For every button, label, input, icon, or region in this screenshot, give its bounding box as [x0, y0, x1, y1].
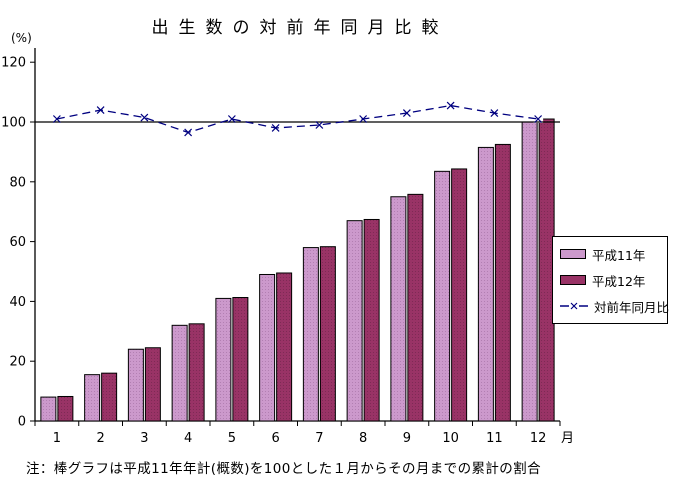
ratio-line: [56, 104, 539, 134]
x-tick-label: 4: [184, 431, 192, 446]
x-tick-label: 3: [140, 431, 148, 446]
x-marker-m5: [227, 115, 236, 123]
bar-series-平成11年: [40, 121, 538, 422]
x-marker-m1: [52, 115, 61, 123]
x-tick-label: 2: [96, 431, 104, 446]
legend-label-heisei11: 平成11年: [592, 247, 646, 263]
bar-平成11年-m12: [521, 121, 538, 422]
x-axis-ticks: 1 2 3 4 5 6 7 8 9 10 11 12: [34, 421, 561, 446]
legend-item-ratio-line: 対前年同月比: [560, 297, 669, 316]
x-marker-m7: [315, 121, 324, 129]
legend-swatch-heisei11-bar: [560, 249, 586, 259]
bar-平成11年-m6: [259, 273, 276, 422]
x-marker-m10: [446, 101, 455, 110]
bar-平成11年-m9: [390, 196, 407, 422]
legend-label-heisei12: 平成12年: [592, 273, 646, 289]
ratio-line-markers: [52, 101, 543, 137]
x-tick-label: 10: [442, 431, 459, 446]
bar-平成11年-m8: [346, 220, 363, 422]
bar-平成12年-m4: [188, 323, 205, 422]
x-tick-label: 6: [271, 431, 279, 446]
y-tick-label: 0: [18, 415, 26, 430]
x-marker-m9: [402, 109, 411, 117]
legend-swatch-ratio-line: [560, 302, 588, 310]
y-axis-unit-label: (%): [11, 31, 32, 45]
bar-平成12年-m7: [319, 246, 336, 422]
x-axis-unit-label: 月: [561, 431, 575, 446]
bar-series-平成12年: [57, 118, 555, 422]
bar-平成12年-m1: [57, 395, 74, 422]
y-tick-label: 80: [9, 175, 26, 190]
x-marker-m8: [359, 115, 368, 123]
bar-平成11年-m1: [40, 396, 57, 422]
marker-halos: [51, 101, 544, 137]
footnote: 注：棒グラフは平成11年年計(概数)を100とした１月からその月までの累計の割合: [26, 461, 541, 477]
bar-平成11年-m4: [171, 324, 188, 422]
bar-平成11年-m7: [302, 247, 319, 422]
bar-平成12年-m3: [144, 347, 161, 422]
bar-平成12年-m6: [276, 272, 293, 422]
bar-平成11年-m10: [434, 170, 451, 422]
bar-平成12年-m11: [494, 143, 511, 422]
bar-平成11年-m5: [215, 297, 232, 422]
x-marker-m2: [96, 106, 105, 114]
x-tick-label: 11: [486, 431, 503, 446]
y-tick-label: 40: [9, 295, 26, 310]
y-tick-label: 20: [9, 355, 26, 370]
chart-legend: 平成11年 平成12年 対前年同月比: [552, 236, 669, 324]
bar-平成11年-m11: [477, 146, 494, 422]
x-marker-m12: [534, 115, 543, 123]
chart-title: 出生数の対前年同月比較: [151, 18, 449, 38]
bar-平成12年-m8: [363, 218, 380, 422]
y-tick-label: 120: [1, 56, 26, 71]
x-tick-label: 8: [359, 431, 367, 446]
y-axis-ticks: 0 20 40 60 80 100 120: [1, 56, 35, 430]
bar-平成12年-m5: [232, 297, 249, 422]
x-marker-m3: [140, 113, 149, 122]
x-marker-m6: [271, 124, 280, 132]
bar-平成12年-m10: [451, 168, 468, 422]
y-tick-label: 60: [9, 235, 26, 250]
bar-平成11年-m2: [84, 374, 101, 422]
x-tick-label: 5: [228, 431, 236, 446]
y-tick-label: 100: [1, 116, 26, 131]
x-tick-label: 7: [315, 431, 323, 446]
legend-item-heisei12: 平成12年: [560, 271, 665, 290]
x-marker-m4: [184, 128, 193, 137]
x-tick-label: 1: [53, 431, 61, 446]
bar-平成12年-m9: [407, 193, 424, 422]
x-tick-label: 12: [530, 431, 547, 446]
bar-平成11年-m3: [127, 348, 144, 422]
legend-item-heisei11: 平成11年: [560, 245, 665, 264]
legend-swatch-heisei12-bar: [560, 275, 586, 285]
x-tick-label: 9: [403, 431, 411, 446]
x-marker-m11: [490, 109, 499, 117]
legend-label-ratio: 対前年同月比: [594, 299, 670, 315]
bar-平成12年-m2: [101, 372, 118, 422]
